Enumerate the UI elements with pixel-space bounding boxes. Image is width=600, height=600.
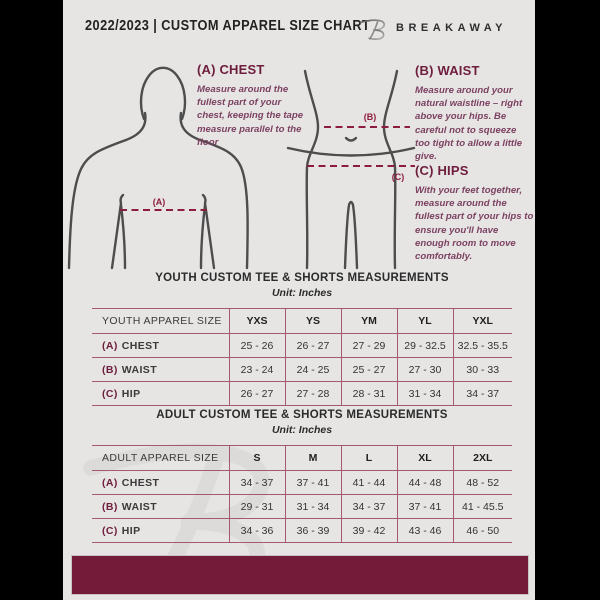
youth-header-row: YOUTH APPAREL SIZE YXS YS YM YL YXL [92, 308, 512, 334]
adult-waist-2xl: 41 - 45.5 [452, 494, 512, 519]
brand-lockup: BREAKAWAY [359, 16, 507, 40]
size-header-m: M [284, 445, 341, 471]
waist-marker-label: (B) [364, 112, 377, 122]
upper-body-figure: (A) [67, 66, 249, 270]
youth-chest-yxs: 25 - 26 [228, 333, 285, 358]
chest-marker-label: (A) [153, 197, 166, 207]
youth-hip-label: (C) HIP [92, 381, 229, 406]
table-row: (B) WAIST 23 - 24 24 - 25 25 - 27 27 - 30… [92, 357, 512, 382]
adult-table-unit: Unit: Inches [271, 424, 333, 436]
waist-guide: (B) WAIST Measure around your natural wa… [415, 63, 527, 163]
adult-waist-label: (B) WAIST [92, 494, 229, 519]
adult-hip-2xl: 46 - 50 [452, 518, 512, 543]
youth-chest-yxl: 32.5 - 35.5 [452, 333, 512, 358]
table-row: (A) CHEST 25 - 26 26 - 27 27 - 29 29 - 32… [92, 333, 512, 358]
adult-waist-s: 29 - 31 [228, 494, 285, 519]
size-header-2xl: 2XL [452, 445, 512, 471]
waist-guide-text: Measure around your natural waistline – … [415, 85, 523, 163]
size-header-s: S [228, 445, 285, 471]
adult-chest-s: 34 - 37 [228, 470, 285, 495]
adult-chest-2xl: 48 - 52 [452, 470, 512, 495]
adult-chest-l: 41 - 44 [340, 470, 397, 495]
youth-chest-label: (A) CHEST [92, 333, 229, 358]
chest-guide-heading: (A) CHEST [197, 62, 265, 77]
waist-guide-heading: (B) WAIST [415, 63, 480, 78]
adult-hip-s: 34 - 36 [228, 518, 285, 543]
youth-table-unit: Unit: Inches [271, 287, 333, 299]
youth-size-table: YOUTH APPAREL SIZE YXS YS YM YL YXL (A) C… [92, 308, 512, 406]
youth-chest-ys: 26 - 27 [284, 333, 341, 358]
adult-section: ADULT CUSTOM TEE & SHORTS MEASUREMENTS U… [92, 409, 512, 543]
youth-waist-ym: 25 - 27 [340, 357, 397, 382]
lower-body-figure: (B) (C) [286, 69, 416, 270]
brand-name: BREAKAWAY [396, 22, 507, 34]
table-row: (C) HIP 26 - 27 27 - 28 28 - 31 31 - 34 3… [92, 381, 512, 406]
adult-waist-xl: 37 - 41 [396, 494, 453, 519]
size-header-yxs: YXS [228, 308, 285, 334]
size-header-ym: YM [340, 308, 397, 334]
footer-bar [71, 555, 529, 595]
hips-guide-text: With your feet together, measure around … [415, 185, 534, 263]
adult-chest-xl: 44 - 48 [396, 470, 453, 495]
youth-hip-yxl: 34 - 37 [452, 381, 512, 406]
youth-chest-yl: 29 - 32.5 [396, 333, 453, 358]
youth-hip-yxs: 26 - 27 [228, 381, 285, 406]
breakaway-logo-icon [359, 19, 386, 40]
adult-waist-m: 31 - 34 [284, 494, 341, 519]
adult-table-title: ADULT CUSTOM TEE & SHORTS MEASUREMENTS [156, 409, 448, 421]
adult-waist-l: 34 - 37 [340, 494, 397, 519]
header: 2022/2023 | CUSTOM APPAREL SIZE CHART BR… [63, 0, 535, 48]
table-row: (A) CHEST 34 - 37 37 - 41 41 - 44 44 - 48… [92, 470, 512, 495]
chest-guide: (A) CHEST Measure around the fullest par… [197, 62, 309, 149]
hip-marker-label: (C) [392, 172, 405, 182]
adult-hip-label: (C) HIP [92, 518, 229, 543]
hips-guide-heading: (C) HIPS [415, 163, 469, 178]
youth-hip-ys: 27 - 28 [284, 381, 341, 406]
youth-waist-label: (B) WAIST [92, 357, 229, 382]
size-header-yxl: YXL [452, 308, 512, 334]
youth-hip-ym: 28 - 31 [340, 381, 397, 406]
hips-guide: (C) HIPS With your feet together, measur… [415, 163, 535, 263]
table-row: (B) WAIST 29 - 31 31 - 34 34 - 37 37 - 41… [92, 494, 512, 519]
adult-header-row: ADULT APPAREL SIZE S M L XL 2XL [92, 445, 512, 471]
size-header-yl: YL [396, 308, 453, 334]
adult-chest-label: (A) CHEST [92, 470, 229, 495]
youth-waist-yxs: 23 - 24 [228, 357, 285, 382]
youth-waist-yl: 27 - 30 [396, 357, 453, 382]
youth-table-title: YOUTH CUSTOM TEE & SHORTS MEASUREMENTS [155, 272, 449, 284]
adult-size-column-header: ADULT APPAREL SIZE [92, 445, 229, 471]
adult-hip-xl: 43 - 46 [396, 518, 453, 543]
adult-size-table: ADULT APPAREL SIZE S M L XL 2XL (A) CHEST… [92, 445, 512, 543]
size-header-ys: YS [284, 308, 341, 334]
youth-section: YOUTH CUSTOM TEE & SHORTS MEASUREMENTS U… [92, 272, 512, 406]
adult-hip-m: 36 - 39 [284, 518, 341, 543]
chest-guide-text: Measure around the fullest part of your … [197, 84, 304, 148]
size-header-l: L [340, 445, 397, 471]
youth-size-column-header: YOUTH APPAREL SIZE [92, 308, 229, 334]
youth-chest-ym: 27 - 29 [340, 333, 397, 358]
youth-hip-yl: 31 - 34 [396, 381, 453, 406]
table-row: (C) HIP 34 - 36 36 - 39 39 - 42 43 - 46 4… [92, 518, 512, 543]
adult-chest-m: 37 - 41 [284, 470, 341, 495]
adult-hip-l: 39 - 42 [340, 518, 397, 543]
document-page: 2022/2023 | CUSTOM APPAREL SIZE CHART BR… [63, 0, 535, 600]
youth-waist-yxl: 30 - 33 [452, 357, 512, 382]
size-header-xl: XL [396, 445, 453, 471]
youth-waist-ys: 24 - 25 [284, 357, 341, 382]
page-title: 2022/2023 | CUSTOM APPAREL SIZE CHART [85, 18, 371, 34]
